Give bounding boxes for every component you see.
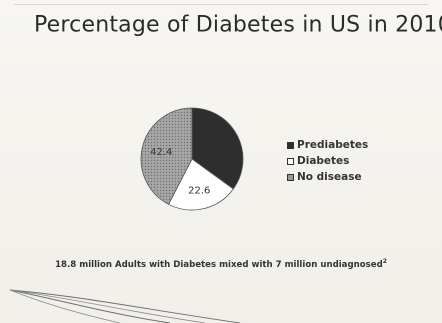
legend-label-diabetes: Diabetes [297, 155, 350, 167]
legend-swatch-diabetes [287, 157, 294, 165]
pie-slice-prediabetes [191, 107, 244, 190]
pie-labels: 22.6 42.4 [150, 147, 210, 196]
legend: Prediabetes Diabetes No disease [287, 137, 368, 185]
slide-title-text: Percentage of Diabetes in US in 2010 [34, 12, 442, 38]
legend-label-no-disease: No disease [297, 171, 362, 183]
footnote-text: 18.8 million Adults with Diabetes mixed … [55, 259, 383, 270]
legend-item-diabetes: Diabetes [287, 153, 368, 169]
legend-label-prediabetes: Prediabetes [297, 139, 369, 151]
pie-slice-diabetes [168, 158, 234, 211]
legend-swatch-prediabetes [287, 141, 294, 149]
pie-data-label-diabetes: 22.6 [188, 185, 210, 196]
footnote: 18.8 million Adults with Diabetes mixed … [0, 258, 442, 270]
legend-item-prediabetes: Prediabetes [287, 137, 368, 153]
footnote-superscript: 2 [382, 258, 387, 265]
pie-data-label-no-disease: 42.4 [150, 147, 172, 158]
top-frame-line [14, 4, 428, 5]
pie-slice-no-disease [140, 107, 193, 205]
legend-swatch-no-disease [287, 173, 294, 181]
legend-item-no-disease: No disease [287, 169, 368, 185]
pie-slices [140, 107, 244, 211]
